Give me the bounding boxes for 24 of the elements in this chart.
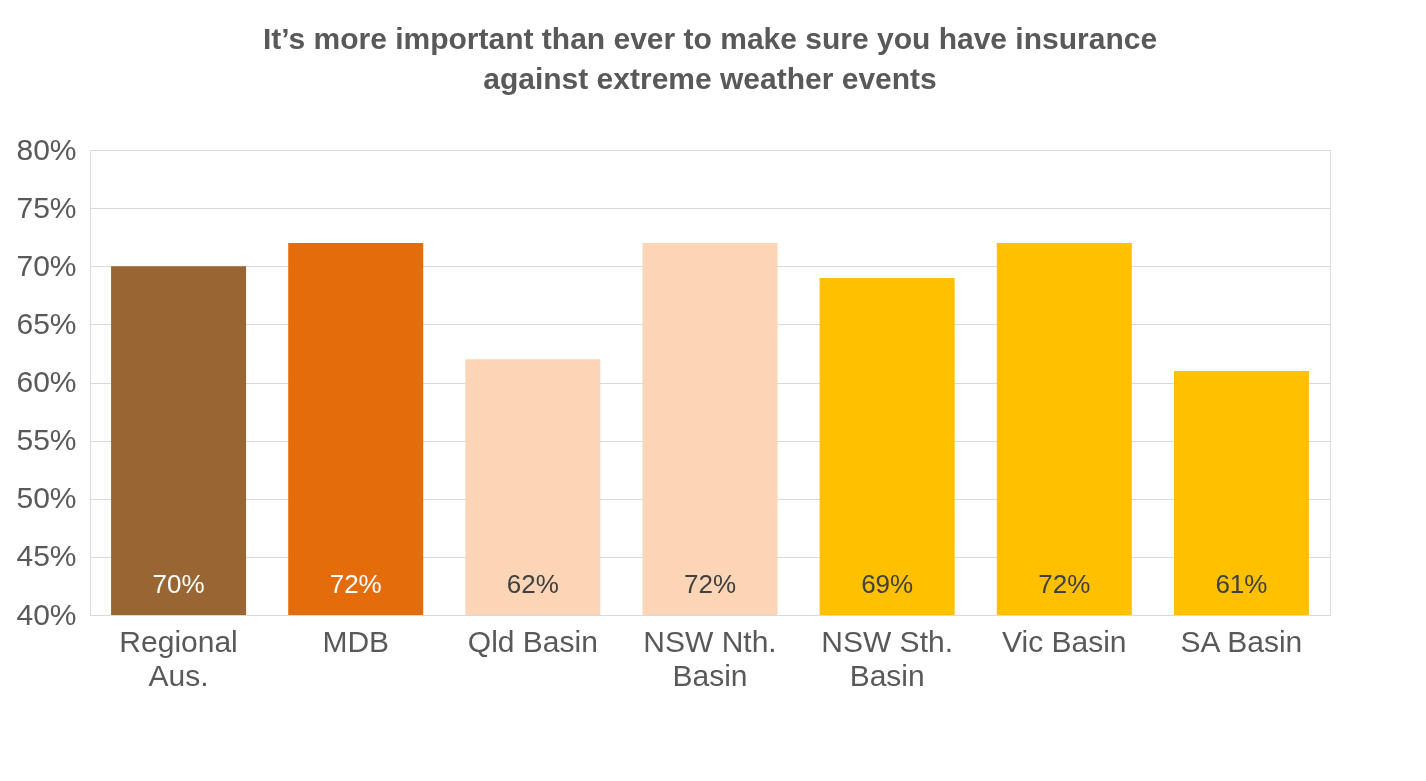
data-label: 62% — [506, 569, 559, 599]
data-label: 61% — [1215, 569, 1268, 599]
y-tick-label: 60% — [16, 365, 77, 398]
y-tick-label: 80% — [16, 132, 77, 166]
y-tick-label: 40% — [16, 597, 77, 631]
y-tick-label: 50% — [16, 481, 77, 515]
x-tick-label: MDB — [322, 624, 390, 658]
data-label: 70% — [152, 569, 205, 599]
data-label: 72% — [1038, 569, 1091, 599]
y-tick-label: 45% — [16, 539, 77, 573]
chart-title: It’s more important than ever to make sure you have insurance against extreme weather events — [262, 22, 1158, 95]
x-tick-label: NSW Sth. Basin — [821, 624, 953, 692]
y-tick-label: 70% — [16, 248, 77, 282]
x-tick-label: Qld Basin — [467, 624, 598, 658]
data-label: 72% — [329, 569, 382, 599]
x-tick-label: SA Basin — [1180, 624, 1303, 658]
y-tick-label: 75% — [16, 190, 77, 224]
y-tick-label: 55% — [16, 423, 77, 457]
data-label: 72% — [683, 569, 737, 599]
data-label: 69% — [861, 569, 914, 599]
x-tick-label: Regional Aus. — [119, 624, 238, 692]
x-tick-label: Vic Basin — [1002, 624, 1127, 658]
y-tick-label: 65% — [16, 306, 77, 340]
x-tick-label: NSW Nth. Basin — [643, 624, 777, 692]
